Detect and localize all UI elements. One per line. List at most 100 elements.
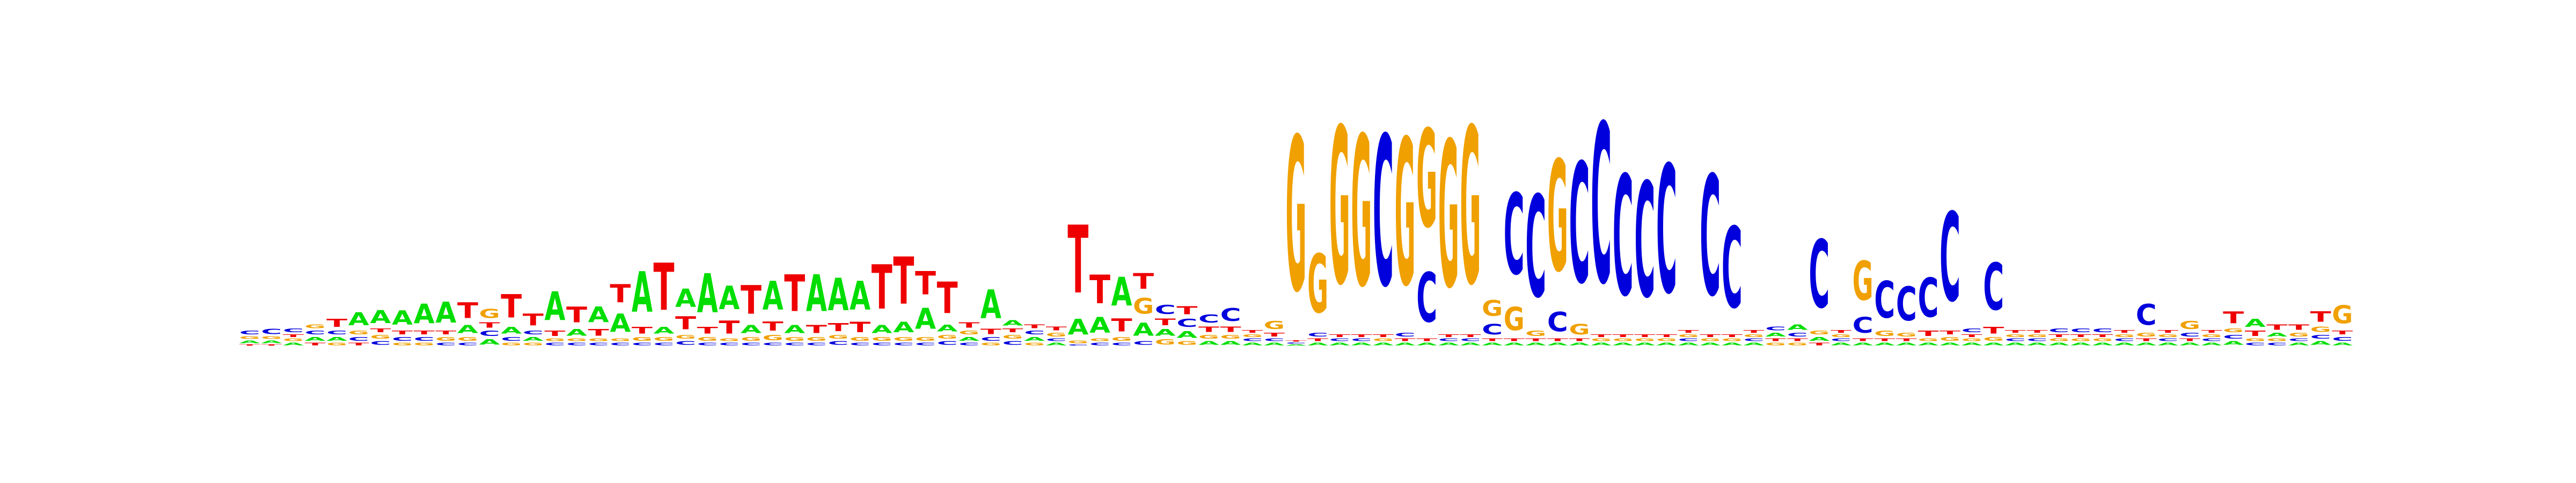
logo-letter-g: G <box>326 342 347 346</box>
logo-letter-t: T <box>2245 330 2266 338</box>
logo-letter-a: A <box>239 340 260 345</box>
logo-letter-g: G <box>1307 238 1328 332</box>
logo-letter-t: T <box>261 344 282 346</box>
logo-letter-t: T <box>479 321 501 330</box>
logo-letter-t: T <box>1002 327 1023 334</box>
logo-letter-c: C <box>435 342 456 346</box>
logo-letter-c: C <box>806 342 827 346</box>
logo-letter-c: C <box>741 342 762 346</box>
logo-letter-t: T <box>1983 325 2004 335</box>
logo-letter-c: C <box>501 336 522 342</box>
logo-letter-g: G <box>1613 338 1634 342</box>
logo-letter-g: G <box>1853 251 1874 313</box>
logo-letter-g: G <box>1351 94 1372 333</box>
logo-letter-g: G <box>1242 334 1263 338</box>
logo-letter-t: T <box>566 302 587 327</box>
logo-letter-c: C <box>1569 129 1590 320</box>
logo-letter-t: T <box>1547 338 1568 342</box>
logo-letter-g: G <box>1264 319 1285 332</box>
logo-letter-c: C <box>828 340 849 347</box>
logo-letter-t: T <box>1438 334 1459 338</box>
logo-letter-c: C <box>261 327 282 335</box>
logo-letter-g: G <box>1286 94 1307 340</box>
logo-letter-a: A <box>2136 342 2157 346</box>
logo-letter-g: G <box>348 330 369 336</box>
logo-letter-a: A <box>2201 342 2222 346</box>
logo-letter-t: T <box>675 313 696 334</box>
logo-letter-t: T <box>1373 334 1394 338</box>
logo-letter-c: C <box>697 342 718 346</box>
logo-letter-t: T <box>828 321 849 334</box>
logo-letter-c: C <box>2332 336 2353 342</box>
logo-letter-t: T <box>1765 338 1786 342</box>
logo-letter-g: G <box>610 338 631 342</box>
logo-letter-a: A <box>523 335 544 342</box>
logo-letter-t: T <box>1613 334 1634 338</box>
logo-letter-c: C <box>980 336 1001 342</box>
logo-letter-g: G <box>1918 338 1938 342</box>
logo-letter-t: T <box>2005 330 2026 334</box>
logo-letter-a: A <box>1242 342 1263 346</box>
logo-letter-a: A <box>2070 342 2091 346</box>
logo-letter-a: A <box>958 335 979 342</box>
logo-letter-a: A <box>1089 313 1110 338</box>
logo-letter-g: G <box>1896 332 1917 338</box>
logo-letter-t: T <box>1482 338 1503 342</box>
logo-letter-c: C <box>1700 142 1721 333</box>
logo-letter-t: T <box>2092 334 2113 338</box>
logo-letter-a: A <box>2266 332 2287 338</box>
logo-letter-c: C <box>2245 342 2266 346</box>
logo-letter-c: C <box>2070 327 2091 334</box>
logo-letter-c: C <box>348 336 369 342</box>
logo-letter-t: T <box>1155 317 1176 327</box>
logo-letter-t: T <box>1307 338 1328 342</box>
logo-letter-g: G <box>958 330 979 336</box>
logo-letter-t: T <box>1896 338 1917 342</box>
logo-letter-a: A <box>566 327 587 338</box>
logo-letter-a: A <box>2048 342 2069 346</box>
logo-letter-t: T <box>654 251 675 325</box>
logo-letter-g: G <box>1983 336 2004 342</box>
logo-letter-g: G <box>2136 332 2157 338</box>
logo-letter-a: A <box>741 323 762 335</box>
logo-letter-a: A <box>479 338 501 347</box>
logo-letter-g: G <box>1831 334 1851 338</box>
logo-letter-t: T <box>1046 325 1067 332</box>
logo-letter-c: C <box>588 342 609 346</box>
logo-letter-c: C <box>392 336 413 342</box>
logo-letter-a: A <box>1787 323 1809 332</box>
logo-letter-g: G <box>283 338 304 342</box>
logo-letter-g: G <box>784 336 805 342</box>
logo-letter-t: T <box>1678 330 1699 334</box>
logo-letter-a: A <box>2288 342 2309 346</box>
logo-letter-t: T <box>1416 338 1437 342</box>
logo-letter-t: T <box>2070 334 2091 338</box>
logo-letter-c: C <box>937 340 958 347</box>
logo-letter-g: G <box>697 336 718 342</box>
logo-letter-g: G <box>2005 334 2026 338</box>
logo-letter-a: A <box>326 335 347 342</box>
logo-letter-a: A <box>1504 342 1525 346</box>
logo-letter-t: T <box>1111 316 1132 336</box>
logo-letter-g: G <box>1743 334 1764 338</box>
logo-letter-c: C <box>1787 332 1808 338</box>
logo-letter-t: T <box>1067 207 1088 314</box>
logo-letter-g: G <box>2114 334 2135 338</box>
logo-letter-a: A <box>2245 317 2266 330</box>
logo-letter-g: G <box>1482 296 1503 321</box>
logo-letter-g: G <box>980 342 1001 346</box>
